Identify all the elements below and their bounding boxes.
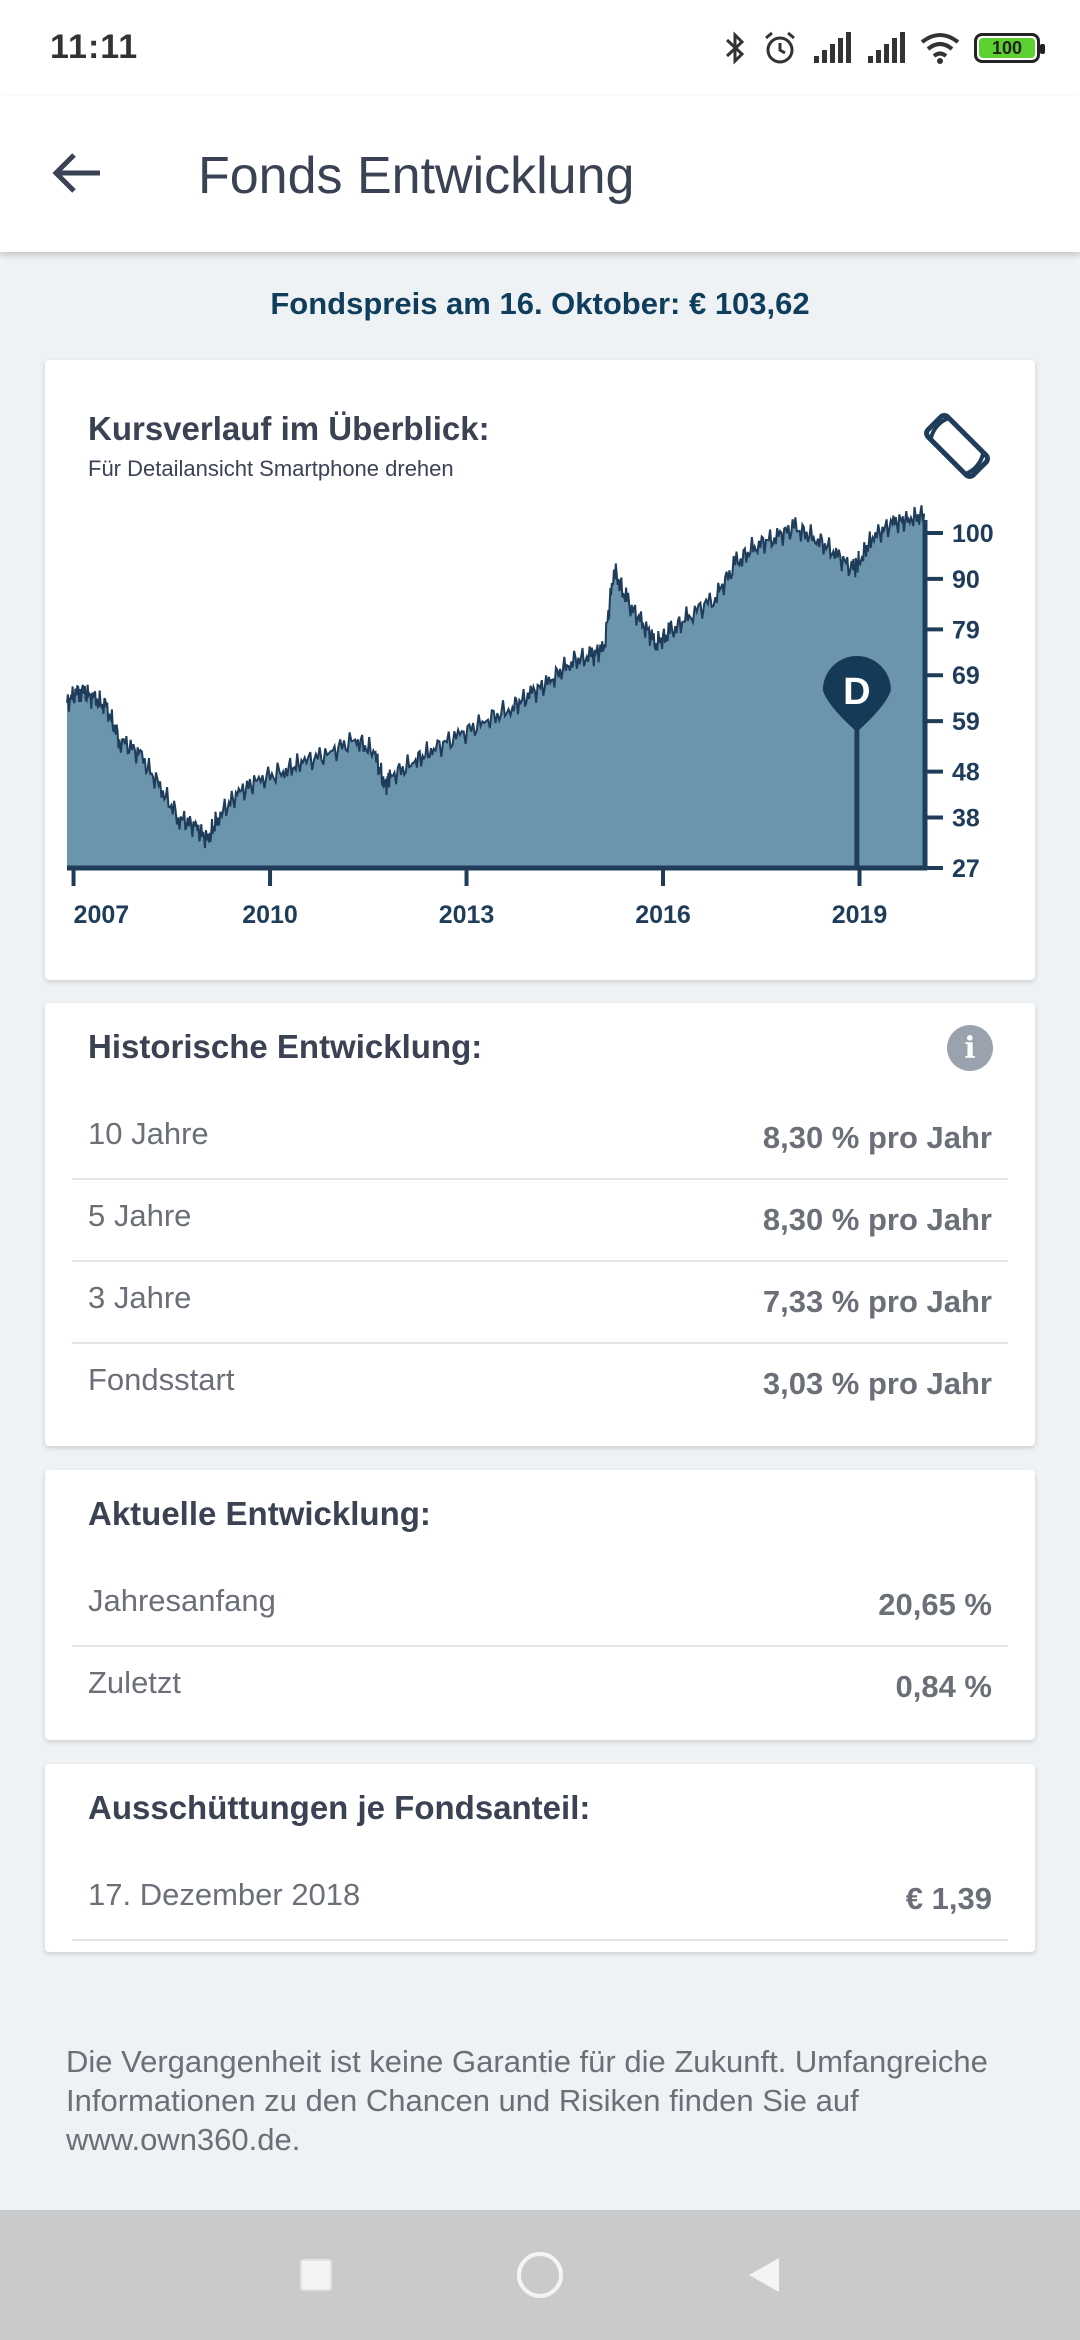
row-label: 17. Dezember 2018 (88, 1877, 361, 1912)
current-title: Aktuelle Entwicklung: (88, 1495, 431, 1532)
chart-card-subtitle: Für Detailansicht Smartphone drehen (88, 456, 454, 481)
historical-row: 3 Jahre 7,33 % pro Jahr (72, 1262, 1008, 1344)
distribution-row: 17. Dezember 2018 € 1,39 (72, 1859, 1008, 1941)
row-label: 10 Jahre (88, 1116, 209, 1151)
system-nav-bar (0, 2210, 1080, 2340)
wifi-icon (920, 33, 960, 64)
circle-icon (517, 2252, 563, 2298)
chart-card: Kursverlauf im Überblick: Für Detailansi… (45, 360, 1035, 980)
square-icon (300, 2259, 332, 2291)
row-value: € 1,39 (905, 1881, 992, 1916)
historical-row: 5 Jahre 8,30 % pro Jahr (72, 1180, 1008, 1262)
fund-price: Fondspreis am 16. Oktober: € 103,62 (270, 286, 810, 321)
x-tick-label: 2013 (439, 901, 495, 929)
info-icon[interactable]: i (947, 1025, 993, 1071)
row-value: 7,33 % pro Jahr (762, 1284, 992, 1319)
status-bar: 11:11 100 (0, 0, 1080, 96)
screen-rotation-icon[interactable] (919, 408, 995, 484)
chart-area (67, 505, 925, 868)
home-button[interactable] (512, 2247, 568, 2303)
battery-level: 100 (991, 37, 1023, 58)
row-value: 20,65 % (878, 1587, 992, 1622)
price-chart: 2007 2010 2013 2016 2019 100 90 79 69 59 48 38 27 D (66, 505, 994, 929)
distributions-title: Ausschüttungen je Fondsanteil: (88, 1789, 591, 1826)
y-tick-label: 27 (952, 855, 980, 883)
x-tick-label: 2007 (74, 901, 130, 929)
y-tick-label: 90 (952, 566, 980, 594)
y-tick-label: 69 (952, 662, 980, 690)
row-label: Zuletzt (88, 1665, 182, 1700)
signal-icon (814, 32, 851, 63)
distributions-card: Ausschüttungen je Fondsanteil: 17. Dezem… (45, 1764, 1035, 1952)
x-tick-label: 2010 (242, 901, 298, 929)
row-value: 0,84 % (895, 1669, 992, 1704)
chart-card-title: Kursverlauf im Überblick: (88, 410, 490, 447)
alarm-icon (765, 31, 795, 64)
row-label: Jahresanfang (88, 1583, 276, 1618)
row-value: 8,30 % pro Jahr (762, 1202, 992, 1237)
y-tick-label: 59 (952, 708, 980, 736)
y-tick-label: 100 (952, 520, 994, 548)
row-value: 3,03 % pro Jahr (762, 1366, 992, 1401)
triangle-back-icon (749, 2258, 779, 2292)
y-tick-label: 79 (952, 616, 980, 644)
current-card: Aktuelle Entwicklung: Jahresanfang 20,65… (45, 1470, 1035, 1740)
row-label: 5 Jahre (88, 1198, 192, 1233)
historical-row: 10 Jahre 8,30 % pro Jahr (72, 1098, 1008, 1180)
disclaimer-text: Die Vergangenheit ist keine Garantie für… (66, 2044, 988, 2157)
current-row: Zuletzt 0,84 % (72, 1647, 1008, 1729)
signal-icon (868, 32, 905, 63)
bluetooth-icon (725, 31, 745, 65)
historical-title: Historische Entwicklung: (88, 1028, 483, 1065)
recents-button[interactable] (288, 2247, 344, 2303)
status-time: 11:11 (50, 28, 139, 66)
arrow-left-icon (52, 153, 100, 193)
back-button[interactable] (44, 140, 110, 206)
x-tick-label: 2019 (832, 901, 888, 929)
y-tick-label: 48 (952, 759, 980, 787)
row-label: 3 Jahre (88, 1280, 192, 1315)
y-tick-label: 38 (952, 805, 980, 833)
row-value: 8,30 % pro Jahr (762, 1120, 992, 1155)
historical-card: Historische Entwicklung: i 10 Jahre 8,30… (45, 1003, 1035, 1446)
historical-row: Fondsstart 3,03 % pro Jahr (72, 1344, 1008, 1426)
x-tick-label: 2016 (635, 901, 691, 929)
app-bar: Fonds Entwicklung (0, 96, 1080, 252)
back-nav-button[interactable] (736, 2247, 792, 2303)
battery-icon: 100 (974, 33, 1045, 63)
row-label: Fondsstart (88, 1362, 235, 1397)
distribution-marker-label: D (843, 671, 870, 713)
page-title: Fonds Entwicklung (198, 147, 635, 205)
distribution-marker (822, 656, 891, 732)
current-row: Jahresanfang 20,65 % (72, 1565, 1008, 1647)
chart-series-line (66, 505, 925, 849)
status-icons: 100 (722, 26, 1045, 70)
